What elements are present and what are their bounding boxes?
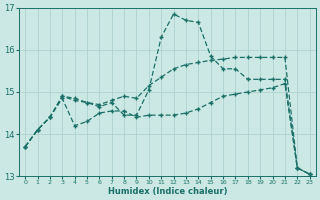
- X-axis label: Humidex (Indice chaleur): Humidex (Indice chaleur): [108, 187, 227, 196]
